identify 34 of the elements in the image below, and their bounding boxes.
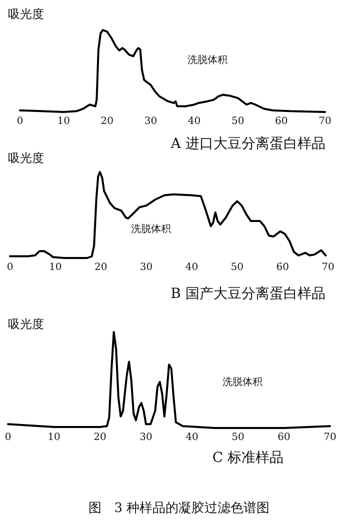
y-axis-title: 吸光度 xyxy=(8,317,44,331)
x-tick-label: 30 xyxy=(140,432,152,443)
x-tick-label: 70 xyxy=(322,262,334,273)
x-axis-title: 洗脱体积 xyxy=(130,223,171,236)
text: B 国产大豆分离蛋白样品 xyxy=(170,286,326,302)
text: C 标准样品 xyxy=(212,450,284,466)
x-tick-label: 10 xyxy=(49,262,62,273)
x-tick-label: 10 xyxy=(48,432,60,443)
x-tick-label: 20 xyxy=(94,432,106,443)
y-axis-title: 吸光度 xyxy=(8,7,44,21)
y-axis-title: 吸光度 xyxy=(8,151,44,165)
x-tick-label: 20 xyxy=(94,262,108,273)
x-tick-label: 40 xyxy=(188,116,201,127)
x-tick-label: 70 xyxy=(324,432,336,443)
x-tick-label: 50 xyxy=(231,116,244,127)
text: A 进口大豆分离蛋白样品 xyxy=(170,136,326,152)
x-tick-label: 10 xyxy=(57,116,70,127)
x-tick-label: 40 xyxy=(185,262,198,273)
x-tick-label: 30 xyxy=(144,116,158,127)
caption: 图 3 种样品的凝胶过滤色谱图 xyxy=(88,501,270,516)
x-tick-label: 0 xyxy=(16,116,24,127)
x-tick-label: 60 xyxy=(278,432,290,443)
x-tick-label: 0 xyxy=(6,262,14,273)
x-axis-title: 洗脱体积 xyxy=(222,376,263,388)
x-tick-label: 30 xyxy=(140,262,153,273)
x-tick-label: 60 xyxy=(275,116,288,127)
x-tick-label: 70 xyxy=(318,116,332,127)
x-tick-label: 20 xyxy=(100,116,114,127)
x-axis-title: 洗脱体积 xyxy=(187,54,228,66)
x-tick-label: 50 xyxy=(230,262,244,273)
x-tick-label: 50 xyxy=(232,432,244,443)
x-tick-label: 40 xyxy=(186,432,198,443)
x-tick-label: 60 xyxy=(276,262,289,273)
x-tick-label: 0 xyxy=(4,432,12,443)
